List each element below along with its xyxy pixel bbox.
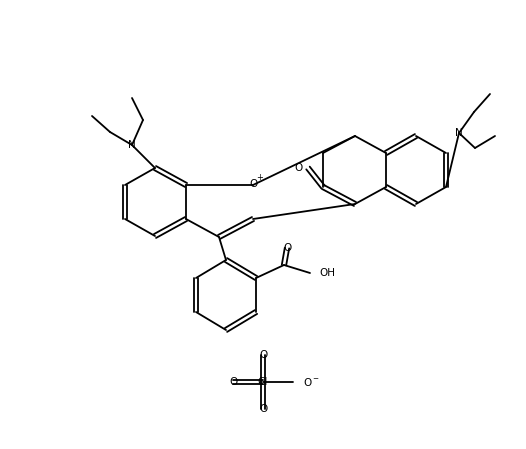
Text: Cl: Cl [258,377,268,387]
Text: N: N [455,128,463,138]
Text: O$^-$: O$^-$ [303,376,320,388]
Text: O: O [295,163,303,173]
Text: OH: OH [319,268,335,278]
Text: +: + [257,172,264,181]
Text: O: O [249,179,257,189]
Text: O: O [229,377,237,387]
Text: O: O [259,350,267,360]
Text: O: O [283,243,291,253]
Text: O: O [259,404,267,414]
Text: N: N [128,140,136,150]
